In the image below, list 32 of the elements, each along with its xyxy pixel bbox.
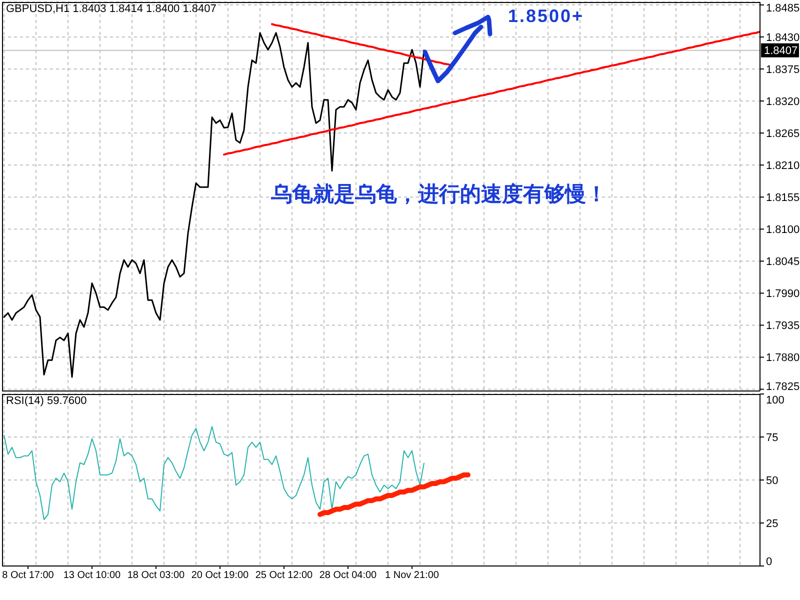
y-tick-label: 1.8320 [766, 96, 800, 108]
y-tick-label: 1.8045 [766, 256, 800, 268]
y-tick-label: 75 [766, 432, 778, 444]
x-tick-label: 25 Oct 12:00 [255, 570, 314, 582]
y-tick-label: 1.8100 [766, 224, 800, 236]
y-tick-label: 1.8155 [766, 192, 800, 204]
y-tick-label: 1.8265 [766, 128, 800, 140]
y-tick-label: 1.8210 [766, 160, 800, 172]
annotation: 1.8500+ [508, 6, 584, 26]
y-tick-label: 25 [766, 518, 778, 530]
y-tick-label: 1.7825 [766, 380, 800, 393]
x-tick-label: 8 Oct 17:00 [2, 570, 54, 582]
ref-line-label: 1.8407 [764, 45, 798, 58]
y-tick-label: 50 [766, 474, 778, 487]
y-tick-label: 1.7990 [766, 288, 800, 300]
chart-title: GBPUSD,H1 1.8403 1.8414 1.8400 1.8407 [6, 3, 216, 16]
line-series [271, 23, 453, 66]
y-tick-label: 1.7935 [766, 320, 800, 332]
y-tick-label: 1.8430 [766, 32, 800, 44]
x-tick-label: 28 Oct 04:00 [319, 570, 378, 582]
chart-title: RSI(14) 59.7600 [6, 395, 87, 408]
x-tick-label: 20 Oct 19:00 [191, 570, 250, 582]
x-tick-label: 1 Nov 21:00 [385, 570, 440, 582]
x-tick-label: 13 Oct 10:00 [63, 570, 122, 582]
y-tick-label: 0 [766, 556, 772, 568]
x-tick-label: 18 Oct 03:00 [127, 570, 186, 582]
y-tick-label: 1.8485 [766, 2, 800, 14]
line-series [223, 30, 760, 156]
y-tick-label: 1.8375 [766, 64, 800, 76]
y-tick-label: 1.7880 [766, 352, 800, 364]
annotation: 乌龟就是乌龟，进行的速度有够慢！ [271, 182, 607, 206]
y-tick-label: 100 [766, 394, 784, 406]
